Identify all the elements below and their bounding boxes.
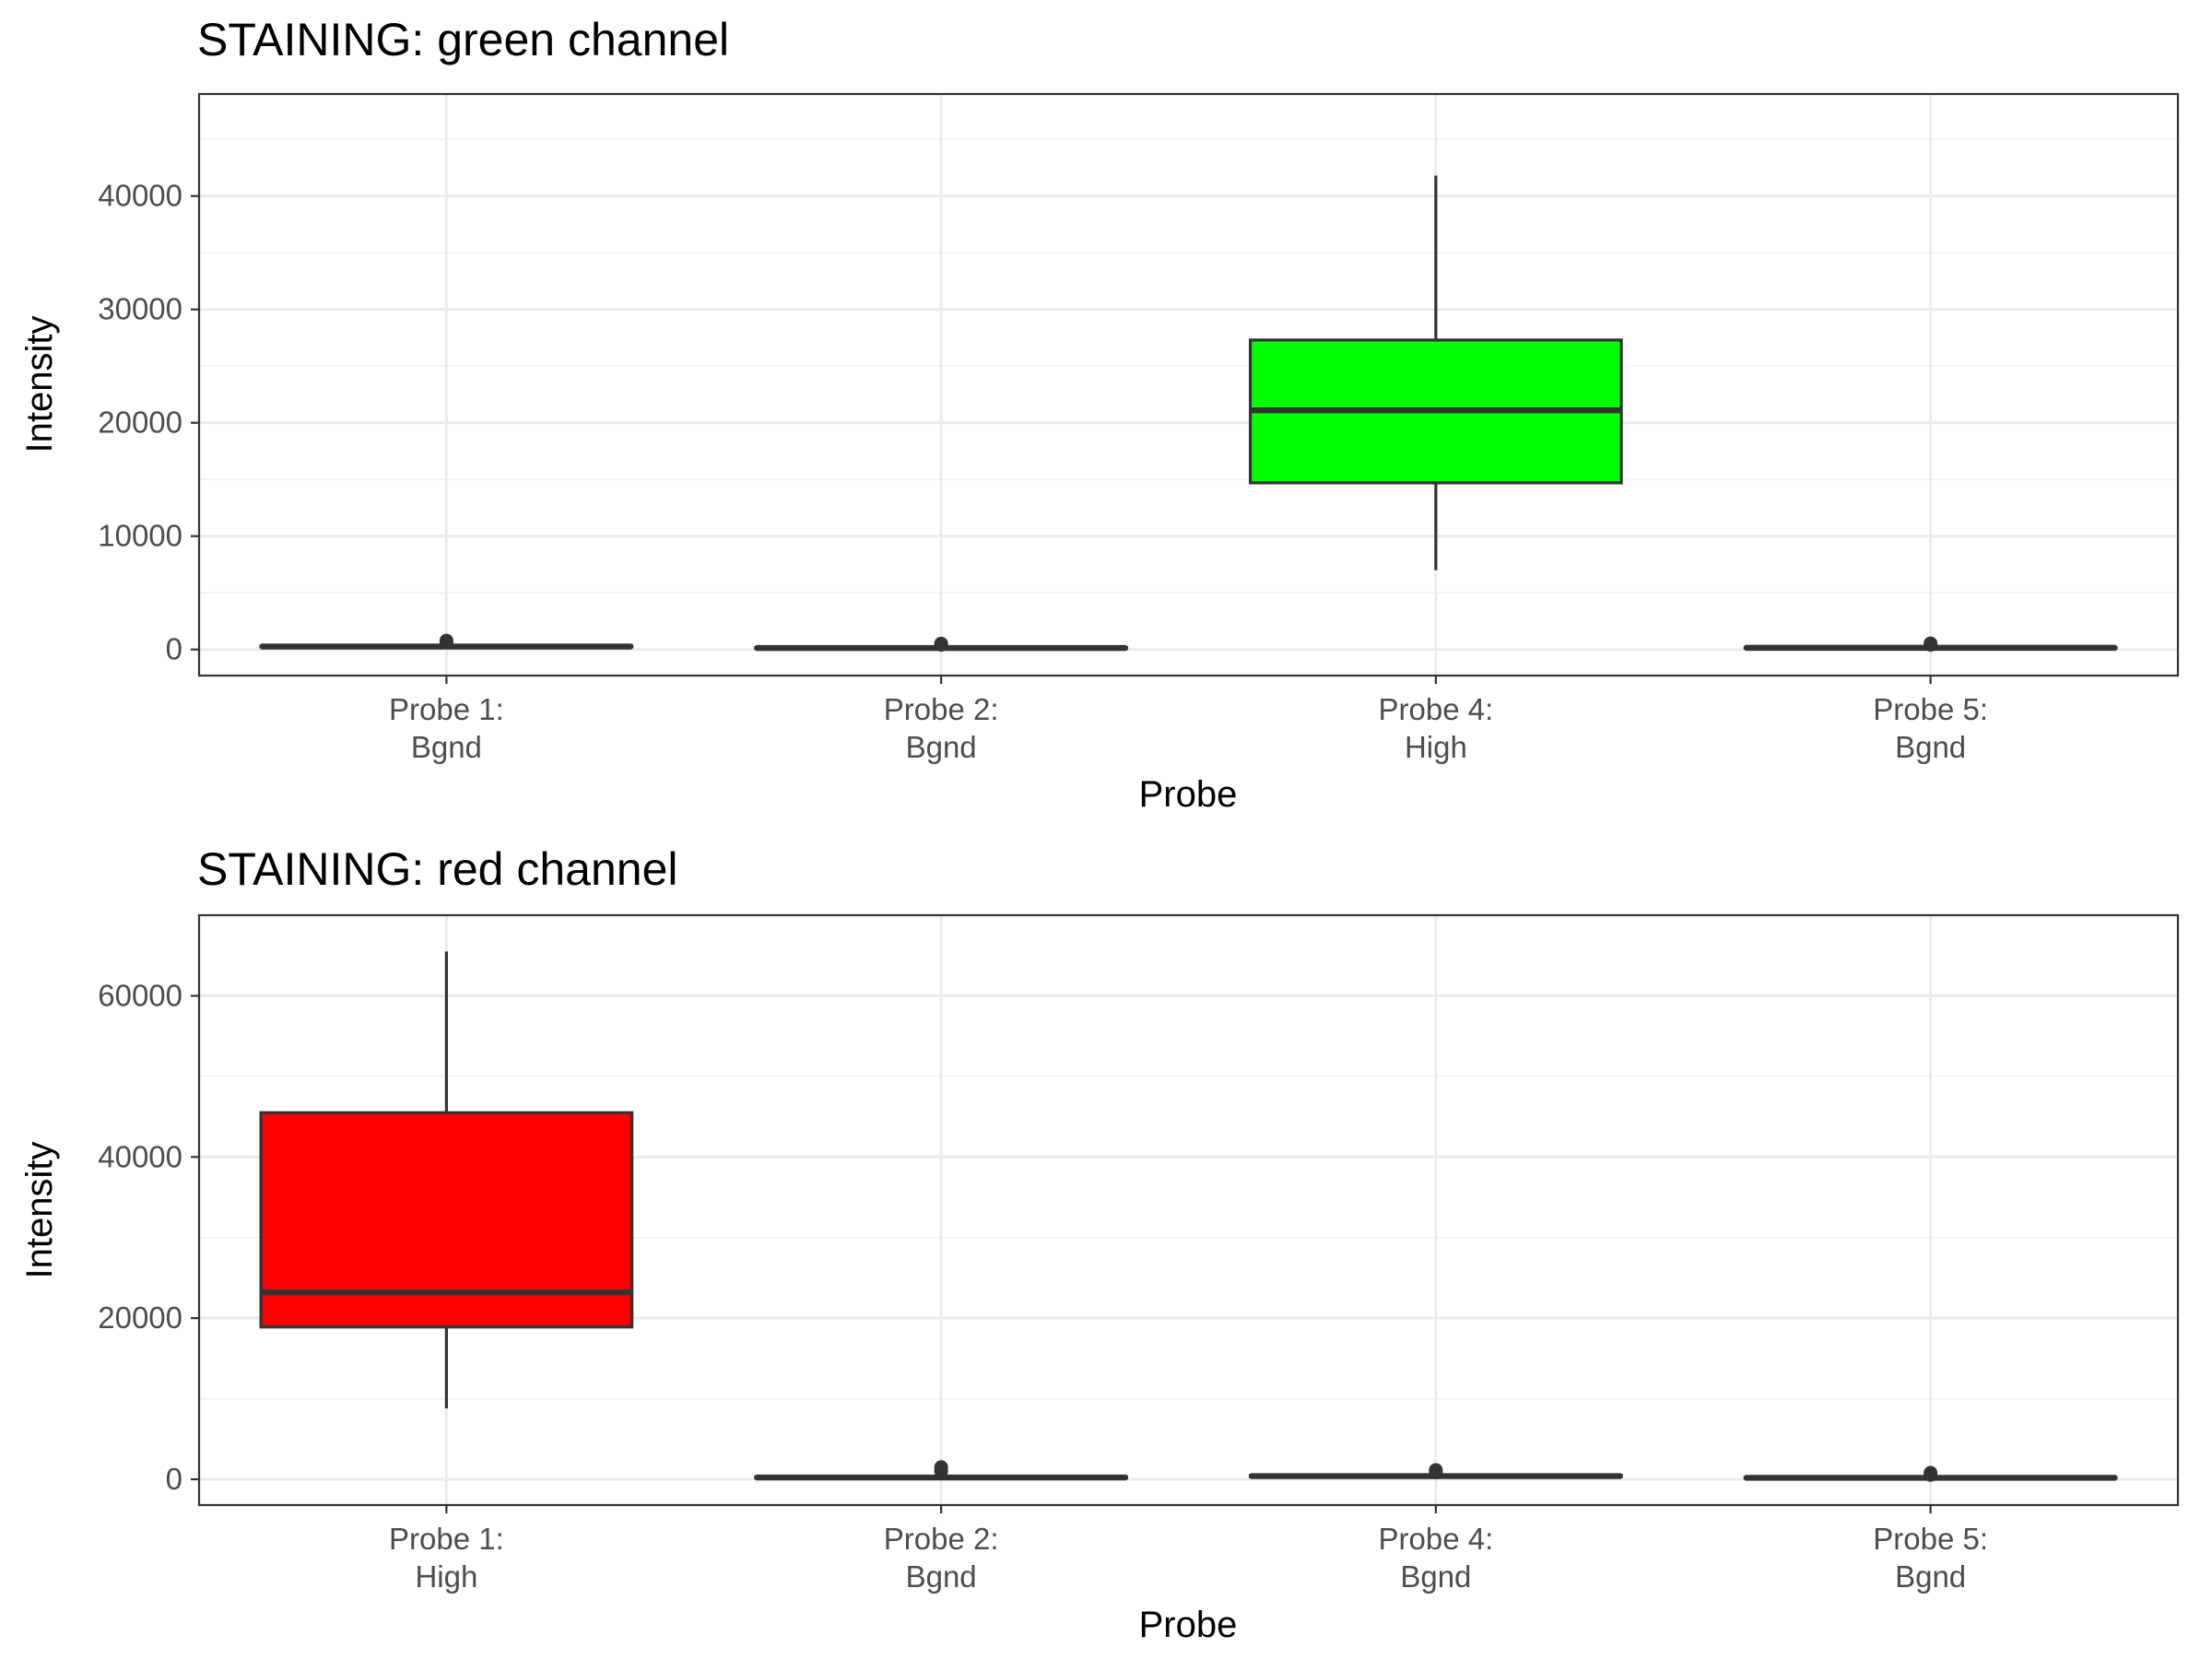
x-axis-title: Probe <box>1139 1605 1238 1645</box>
y-tick-label: 20000 <box>98 406 182 440</box>
x-tick-label: Probe 2: <box>884 692 999 726</box>
x-tick-label: Probe 4: <box>1379 692 1494 726</box>
axes: 0 10000 20000 30000 40000 Probe 1: Bgnd Probe 2… <box>98 179 1988 764</box>
boxplot <box>259 951 634 1409</box>
x-tick-label: High <box>1405 730 1467 764</box>
panel-border <box>197 913 2180 1507</box>
grid <box>199 94 2178 676</box>
y-axis-title: Intensity <box>19 1142 60 1279</box>
y-tick-label: 30000 <box>98 292 182 326</box>
boxplot <box>754 636 1129 653</box>
x-tick-label: Bgnd <box>906 1559 977 1594</box>
green-channel-panel: STAINING: green channel 0 10000 20000 30000… <box>19 14 2180 815</box>
x-tick-label: Bgnd <box>1895 730 1966 764</box>
outlier-point <box>1924 636 1938 651</box>
outlier-point <box>934 636 948 651</box>
boxplots <box>259 175 2118 653</box>
x-axis-title: Probe <box>1139 774 1238 815</box>
y-tick-label: 10000 <box>98 519 182 553</box>
x-tick-label: Probe 4: <box>1379 1522 1494 1556</box>
x-tick-label: Probe 5: <box>1873 692 1988 726</box>
chart-title: STAINING: green channel <box>197 14 729 65</box>
y-tick-label: 40000 <box>98 1139 182 1173</box>
x-tick-label: Bgnd <box>906 730 977 764</box>
x-tick-label: Probe 2: <box>884 1522 999 1556</box>
outlier-point <box>1924 1465 1938 1480</box>
y-axis-title: Intensity <box>19 316 60 453</box>
x-tick-label: Probe 5: <box>1873 1522 1988 1556</box>
outlier-point <box>1429 1463 1443 1477</box>
x-tick-label: Probe 1: <box>389 1522 504 1556</box>
outlier-point <box>439 633 453 648</box>
boxplot <box>1743 1465 2118 1482</box>
boxplot <box>1743 636 2118 653</box>
boxplots <box>259 951 2118 1482</box>
y-tick-label: 0 <box>166 1462 182 1496</box>
y-tick-label: 40000 <box>98 179 182 213</box>
y-tick-label: 20000 <box>98 1300 182 1335</box>
x-tick-label: Bgnd <box>1895 1559 1966 1594</box>
boxplot <box>1248 1463 1623 1480</box>
y-tick-label: 0 <box>166 632 182 666</box>
panel-border <box>197 92 2180 677</box>
boxplot <box>259 633 634 650</box>
x-tick-label: Bgnd <box>1400 1559 1471 1594</box>
x-tick-label: High <box>415 1559 477 1594</box>
chart-title: STAINING: red channel <box>197 843 678 895</box>
x-tick-label: Bgnd <box>411 730 482 764</box>
y-tick-label: 60000 <box>98 978 182 1012</box>
outlier-point <box>934 1460 948 1475</box>
boxplot <box>1248 175 1623 571</box>
red-channel-panel: STAINING: red channel 0 20000 40000 60000 Pr… <box>19 843 2180 1645</box>
boxplot <box>754 1460 1129 1481</box>
x-tick-label: Probe 1: <box>389 692 504 726</box>
